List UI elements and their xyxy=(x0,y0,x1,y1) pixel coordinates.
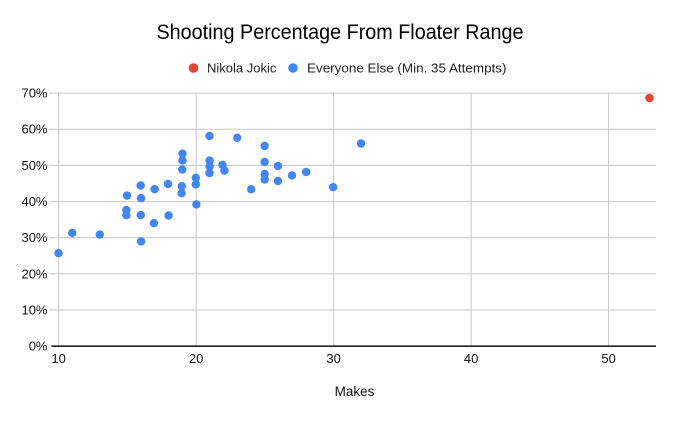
svg-text:30: 30 xyxy=(326,351,340,366)
svg-text:40: 40 xyxy=(464,351,478,366)
svg-text:50: 50 xyxy=(601,351,615,366)
svg-text:20: 20 xyxy=(189,351,203,366)
svg-text:Everyone Else (Min. 35 Attempt: Everyone Else (Min. 35 Attempts) xyxy=(307,61,507,76)
svg-text:40%: 40% xyxy=(21,194,47,209)
svg-text:Shooting Percentage From Float: Shooting Percentage From Floater Range xyxy=(157,21,524,44)
svg-text:Nikola Jokic: Nikola Jokic xyxy=(207,61,277,76)
svg-text:30%: 30% xyxy=(21,230,47,245)
svg-text:50%: 50% xyxy=(21,158,47,173)
svg-text:Makes: Makes xyxy=(335,384,375,399)
svg-text:60%: 60% xyxy=(21,122,47,137)
svg-text:10%: 10% xyxy=(21,302,47,317)
svg-text:0%: 0% xyxy=(29,339,48,354)
svg-text:20%: 20% xyxy=(21,266,47,281)
svg-text:70%: 70% xyxy=(21,86,47,101)
svg-text:10: 10 xyxy=(51,351,65,366)
